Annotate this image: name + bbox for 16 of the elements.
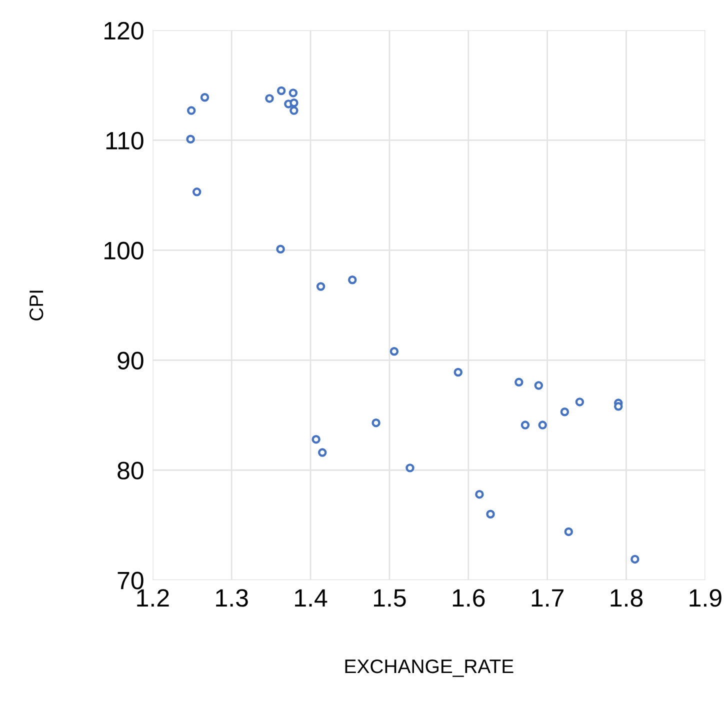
y-tick-label: 70 — [118, 572, 144, 590]
y-axis-title: CPI — [29, 290, 44, 320]
x-tick-label: 1.3 — [216, 589, 248, 607]
x-tick-label: 1.7 — [532, 589, 564, 607]
y-tick-label: 110 — [106, 132, 144, 150]
x-tick-label: 1.4 — [295, 589, 328, 607]
x-tick-label: 1.5 — [374, 589, 406, 607]
y-tick-label: 90 — [118, 352, 144, 370]
x-tick-label: 1.8 — [610, 589, 643, 607]
y-tick-label: 80 — [118, 462, 144, 480]
x-tick-label: 1.6 — [452, 589, 485, 607]
x-tick-label: 1.2 — [137, 589, 169, 607]
y-tick-label: 100 — [104, 242, 144, 260]
x-tick-label: 1.9 — [690, 589, 722, 607]
y-tick-label: 120 — [104, 22, 144, 40]
x-axis-title: EXCHANGE_RATE — [345, 659, 514, 677]
